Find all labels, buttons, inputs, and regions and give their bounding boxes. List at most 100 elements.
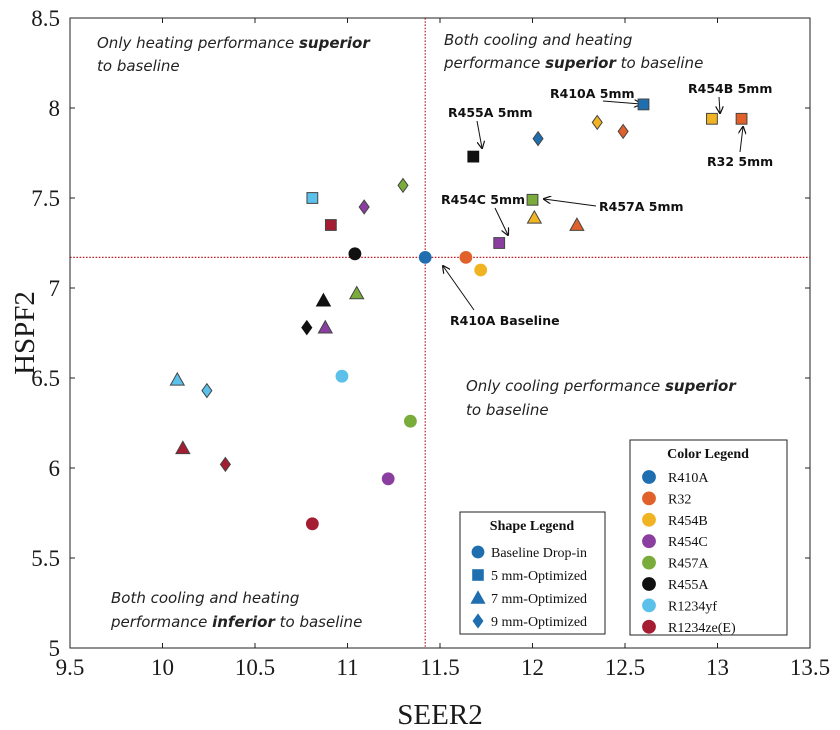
x-axis-title: SEER2 — [397, 699, 482, 730]
shape-legend-marker-square — [472, 569, 484, 581]
annotation-label: R457A 5mm — [599, 199, 684, 214]
quadrant-label-bottom-left: performance inferior to baseline — [110, 613, 362, 631]
color-legend-label: R410A — [668, 471, 709, 486]
data-point-r1234yf-circle — [335, 369, 349, 383]
shape-legend-label: 9 mm-Optimized — [491, 615, 587, 630]
data-point-r454c-diamond — [358, 199, 370, 215]
color-legend-label: R454B — [668, 514, 708, 529]
y-tick-label: 6 — [49, 456, 61, 481]
data-point-r457a-diamond — [397, 177, 409, 194]
annotation-arrow — [443, 266, 475, 311]
y-tick-label: 8 — [49, 96, 61, 121]
color-legend-label: R1234ze(E) — [668, 621, 736, 636]
data-point-r1234yf-square — [306, 192, 319, 204]
color-legend-marker-r455a — [642, 577, 656, 591]
color-legend-marker-r454b — [642, 512, 656, 527]
x-tick-label: 12.5 — [605, 655, 645, 680]
annotation-arrow — [602, 101, 641, 104]
annotation-arrow — [544, 199, 597, 207]
data-point-r454b-diamond — [591, 114, 603, 131]
y-tick-label: 5.5 — [31, 546, 60, 571]
y-axis-title: HSPF2 — [9, 291, 41, 375]
annotation-label: R454C 5mm — [441, 192, 525, 207]
color-legend-marker-r457a — [642, 555, 656, 570]
quadrant-label-bottom-right: to baseline — [466, 401, 549, 419]
quadrant-label-bottom-right: Only cooling performance superior — [466, 377, 737, 395]
x-tick-label: 12 — [521, 655, 544, 680]
annotation-label: R32 5mm — [707, 154, 773, 169]
data-point-r1234zee-diamond — [219, 456, 231, 473]
data-point-r457a-triangle — [348, 285, 365, 300]
x-tick-label: 13.5 — [790, 655, 830, 680]
data-point-r32-square — [735, 112, 748, 125]
color-legend-marker-r1234yf — [642, 598, 656, 613]
color-legend-label: R457A — [668, 557, 709, 572]
data-point-r454c-circle — [381, 472, 395, 486]
data-point-r457a-circle — [403, 414, 417, 428]
quadrant-label-bottom-left: Both cooling and heating — [111, 589, 299, 607]
color-legend-label: R454C — [668, 535, 708, 550]
shape-legend-label: 5 mm-Optimized — [491, 569, 587, 584]
color-legend-label: R32 — [668, 492, 691, 507]
data-point-r455a-square — [467, 150, 480, 163]
shape-legend-marker-diamond — [472, 613, 484, 629]
quadrant-label-top-right: performance superior to baseline — [443, 54, 703, 72]
data-point-r454b-triangle — [526, 209, 543, 224]
data-point-r410a-diamond — [532, 130, 544, 147]
data-point-r32-circle — [459, 250, 473, 264]
data-point-r1234yf-diamond — [201, 382, 213, 399]
x-tick-label: 11 — [336, 655, 358, 680]
annotation-arrow — [719, 96, 720, 113]
color-legend-marker-r32 — [642, 491, 656, 506]
shape-legend-title: Shape Legend — [490, 519, 575, 534]
shape-legend-label: Baseline Drop-in — [491, 546, 587, 561]
shape-legend-label: 7 mm-Optimized — [491, 592, 587, 607]
data-point-r1234yf-triangle — [169, 371, 186, 386]
data-point-r410a-square — [637, 98, 650, 111]
x-tick-label: 9.5 — [56, 655, 85, 680]
y-tick-label: 5 — [49, 636, 61, 661]
x-tick-label: 10.5 — [235, 655, 275, 680]
y-tick-label: 8.5 — [31, 6, 60, 31]
data-point-r32-triangle — [569, 217, 585, 231]
color-legend-label: R455A — [668, 578, 709, 593]
shape-legend-marker-triangle — [470, 590, 486, 604]
data-point-r455a-triangle — [315, 292, 332, 307]
data-point-r1234zee-square — [324, 219, 337, 231]
data-point-r455a-circle — [348, 247, 362, 261]
data-point-r410a-circle — [418, 250, 432, 264]
annotation-arrow — [494, 207, 508, 235]
data-point-r454b-circle — [474, 263, 488, 277]
quadrant-label-top-left: Only heating performance superior — [97, 34, 371, 52]
annotation-label: R410A 5mm — [550, 86, 635, 101]
x-tick-label: 10 — [151, 655, 174, 680]
annotation-arrow — [740, 127, 743, 153]
data-point-r454c-triangle — [317, 319, 334, 334]
color-legend-marker-r454c — [642, 534, 656, 549]
color-legend-title: Color Legend — [667, 447, 749, 462]
color-legend-box — [629, 439, 788, 636]
data-point-r457a-square — [526, 193, 539, 206]
quadrant-label-top-left: to baseline — [97, 57, 180, 75]
y-tick-label: 7 — [49, 276, 61, 301]
annotation-label: R455A 5mm — [448, 105, 533, 120]
x-tick-label: 11.5 — [420, 655, 459, 680]
x-tick-label: 13 — [706, 655, 729, 680]
data-point-r454c-square — [493, 237, 506, 249]
data-point-r1234zee-circle — [305, 517, 319, 531]
y-tick-label: 6.5 — [31, 366, 60, 391]
shape-legend-marker-circle — [471, 545, 485, 559]
shape-legend-box — [459, 511, 606, 635]
color-legend-label: R1234yf — [668, 599, 717, 614]
annotation-label: R410A Baseline — [450, 313, 560, 328]
y-tick-label: 7.5 — [31, 186, 60, 211]
data-point-r32-diamond — [617, 123, 629, 140]
color-legend-marker-r1234zee — [642, 619, 656, 634]
data-point-r1234zee-triangle — [175, 440, 191, 455]
annotation-arrow — [476, 120, 482, 148]
annotation-label: R454B 5mm — [688, 81, 772, 96]
quadrant-label-top-right: Both cooling and heating — [444, 31, 632, 49]
data-point-r454b-square — [706, 112, 718, 125]
data-point-r455a-diamond — [301, 319, 313, 336]
